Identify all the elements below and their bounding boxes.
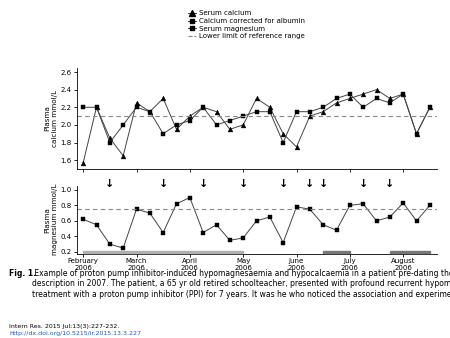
- Text: ↓: ↓: [158, 179, 168, 189]
- Y-axis label: Plasma
calcium mmol/L: Plasma calcium mmol/L: [44, 90, 58, 147]
- Text: ↓: ↓: [319, 179, 328, 189]
- Bar: [390, 251, 430, 253]
- Text: ↓: ↓: [198, 179, 208, 189]
- Text: Example of proton pump inhibitor-induced hypomagnesaemia and hypocalcaemia in a : Example of proton pump inhibitor-induced…: [32, 269, 450, 298]
- Text: Fig. 1.: Fig. 1.: [9, 269, 36, 278]
- Text: ↓: ↓: [279, 179, 288, 189]
- Text: http://dx.doi.org/10.5215/ir.2015.13.3.227: http://dx.doi.org/10.5215/ir.2015.13.3.2…: [9, 331, 141, 336]
- Text: ↓: ↓: [385, 179, 395, 189]
- Text: ↓: ↓: [305, 179, 315, 189]
- Text: ↓: ↓: [238, 179, 248, 189]
- Text: ↓: ↓: [105, 179, 114, 189]
- Text: Intern Res. 2015 Jul;13(3):227-232.: Intern Res. 2015 Jul;13(3):227-232.: [9, 324, 119, 330]
- Y-axis label: Plasma
magnesium mmol/L: Plasma magnesium mmol/L: [44, 184, 58, 256]
- Text: ↓: ↓: [359, 179, 368, 189]
- Legend: Serum calcium, Calcium corrected for albumin, Serum magnesium, Lower limit of re: Serum calcium, Calcium corrected for alb…: [188, 10, 305, 40]
- Bar: [323, 251, 350, 253]
- Bar: [83, 251, 243, 253]
